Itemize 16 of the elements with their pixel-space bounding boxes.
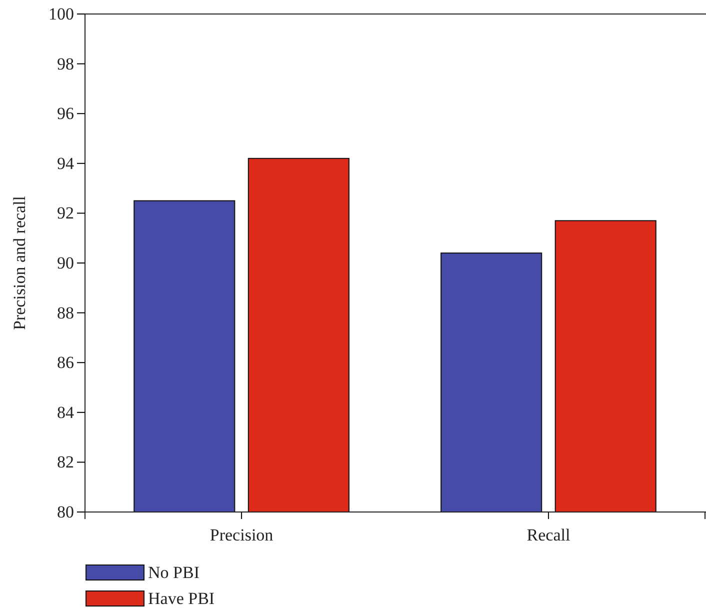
y-tick-label: 80 — [57, 502, 74, 522]
y-tick-label: 84 — [57, 402, 74, 422]
y-tick-label: 100 — [48, 4, 74, 24]
y-tick-label: 86 — [57, 353, 74, 372]
legend-label: No PBI — [148, 563, 200, 582]
y-tick-label: 82 — [57, 452, 74, 472]
y-tick-label: 92 — [57, 204, 74, 223]
x-tick-label: Precision — [210, 526, 274, 545]
legend-label: Have PBI — [148, 589, 215, 608]
y-tick-label: 96 — [57, 104, 74, 124]
y-axis-title: Precision and recall — [10, 196, 29, 330]
x-tick-label: Recall — [526, 526, 570, 545]
y-tick-label: 98 — [57, 54, 74, 74]
y-tick-label: 94 — [57, 154, 74, 173]
y-tick-label: 88 — [57, 303, 74, 322]
y-tick-label: 90 — [57, 253, 74, 272]
